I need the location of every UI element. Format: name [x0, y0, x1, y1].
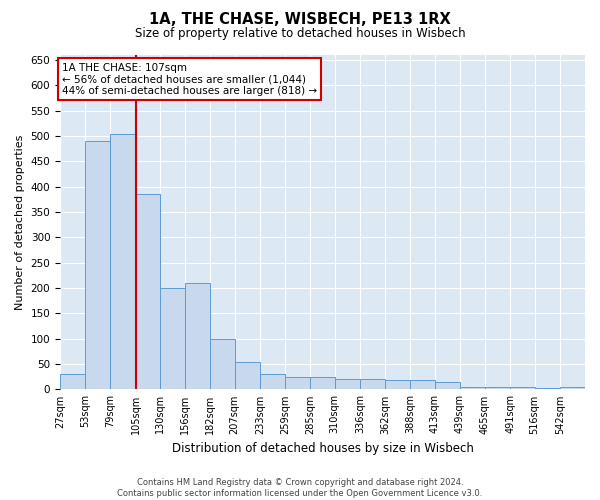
- Bar: [485, 387, 510, 390]
- Bar: [235, 362, 260, 390]
- Bar: [185, 283, 211, 390]
- Bar: [160, 288, 185, 390]
- Text: Size of property relative to detached houses in Wisbech: Size of property relative to detached ho…: [134, 28, 466, 40]
- Bar: [460, 387, 485, 390]
- X-axis label: Distribution of detached houses by size in Wisbech: Distribution of detached houses by size …: [172, 442, 473, 455]
- Y-axis label: Number of detached properties: Number of detached properties: [15, 134, 25, 310]
- Bar: [560, 387, 585, 390]
- Bar: [310, 377, 335, 390]
- Bar: [360, 380, 385, 390]
- Bar: [510, 387, 535, 390]
- Bar: [211, 339, 235, 390]
- Bar: [385, 380, 410, 390]
- Bar: [110, 134, 136, 390]
- Bar: [285, 377, 310, 390]
- Bar: [335, 380, 360, 390]
- Bar: [434, 382, 460, 390]
- Bar: [410, 380, 434, 390]
- Bar: [136, 194, 160, 390]
- Bar: [260, 374, 285, 390]
- Text: 1A, THE CHASE, WISBECH, PE13 1RX: 1A, THE CHASE, WISBECH, PE13 1RX: [149, 12, 451, 28]
- Text: 1A THE CHASE: 107sqm
← 56% of detached houses are smaller (1,044)
44% of semi-de: 1A THE CHASE: 107sqm ← 56% of detached h…: [62, 62, 317, 96]
- Bar: [85, 141, 110, 390]
- Bar: [60, 374, 85, 390]
- Text: Contains HM Land Registry data © Crown copyright and database right 2024.
Contai: Contains HM Land Registry data © Crown c…: [118, 478, 482, 498]
- Bar: [535, 388, 560, 390]
